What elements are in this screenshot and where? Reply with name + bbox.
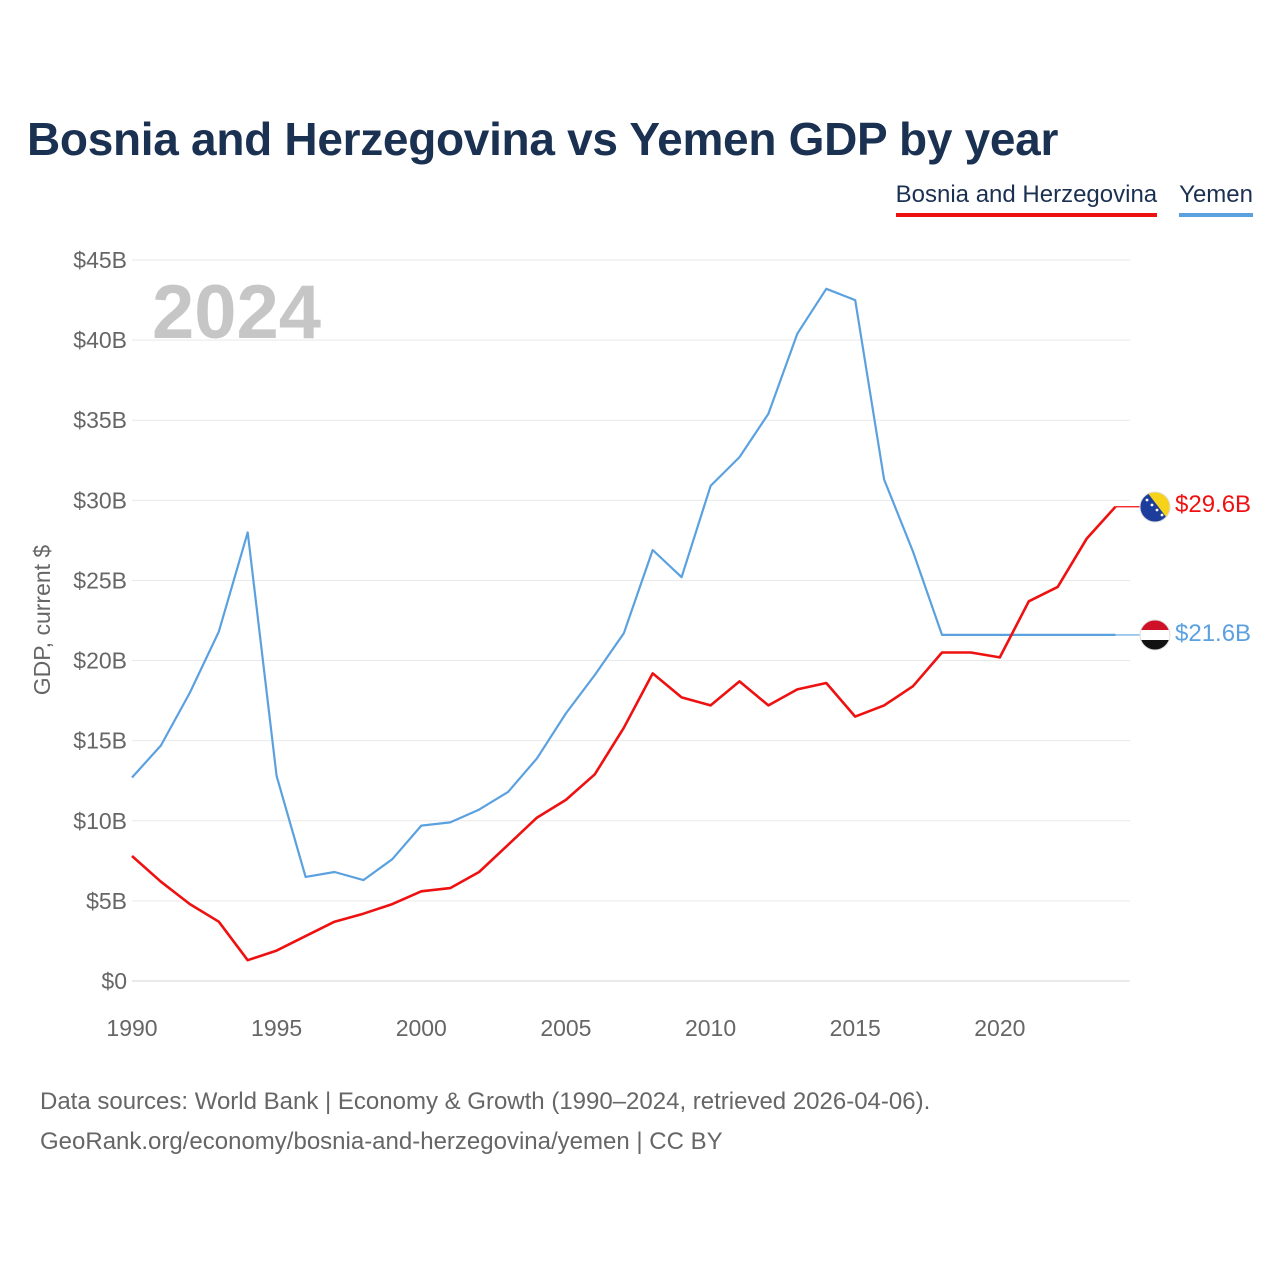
gridlines xyxy=(132,259,1130,982)
yemen-flag-icon xyxy=(1140,620,1170,650)
source-line-2[interactable]: GeoRank.org/economy/bosnia-and-herzegovi… xyxy=(40,1128,723,1155)
yemen-end-value: $21.6B xyxy=(1175,620,1251,647)
x-axis-ticks: 1990 1995 2000 2005 2010 2015 2020 xyxy=(106,1015,1025,1041)
source-line-1: Data sources: World Bank | Economy & Gro… xyxy=(40,1088,931,1115)
source-note: Data sources: World Bank | Economy & Gro… xyxy=(40,1082,930,1162)
chart-title: Bosnia and Herzegovina vs Yemen GDP by y… xyxy=(27,113,1059,165)
y-tick-label: $20B xyxy=(73,648,127,674)
y-axis-ticks: $0 $5B $10B $15B $20B $25B $30B $35B $40B $45B xyxy=(73,247,127,994)
year-watermark: 2024 xyxy=(152,270,321,355)
x-tick-label: 2015 xyxy=(830,1015,881,1041)
y-tick-label: $40B xyxy=(73,327,127,353)
y-tick-label: $35B xyxy=(73,407,127,433)
x-tick-label: 1995 xyxy=(251,1015,302,1041)
y-tick-label: $25B xyxy=(73,567,127,593)
y-axis-label: GDP, current $ xyxy=(29,545,55,696)
bosnia-flag-icon xyxy=(1140,492,1170,522)
series-lines xyxy=(131,287,1140,962)
y-tick-label: $10B xyxy=(73,808,127,834)
y-tick-label: $30B xyxy=(73,487,127,513)
legend-item-bosnia[interactable]: Bosnia and Herzegovina xyxy=(895,180,1158,217)
legend: Bosnia and Herzegovina Yemen xyxy=(895,180,1253,217)
yemen-series-line xyxy=(131,287,1116,882)
x-tick-label: 2005 xyxy=(540,1015,591,1041)
y-tick-label: $15B xyxy=(73,728,127,754)
x-tick-label: 2010 xyxy=(685,1015,736,1041)
bosnia-end-value: $29.6B xyxy=(1175,491,1251,518)
x-tick-label: 2000 xyxy=(396,1015,447,1041)
y-tick-label: $5B xyxy=(86,888,127,914)
bosnia-series-line xyxy=(131,505,1117,962)
y-tick-label: $0 xyxy=(101,968,127,994)
gdp-line-chart: $0 $5B $10B $15B $20B $25B $30B $35B $40B $45B 19… xyxy=(29,247,1251,1041)
x-tick-label: 1990 xyxy=(106,1015,157,1041)
x-tick-label: 2020 xyxy=(974,1015,1025,1041)
y-tick-label: $45B xyxy=(73,247,127,273)
end-labels: $29.6B $21.6B xyxy=(1139,491,1251,651)
legend-item-yemen[interactable]: Yemen xyxy=(1179,180,1253,217)
